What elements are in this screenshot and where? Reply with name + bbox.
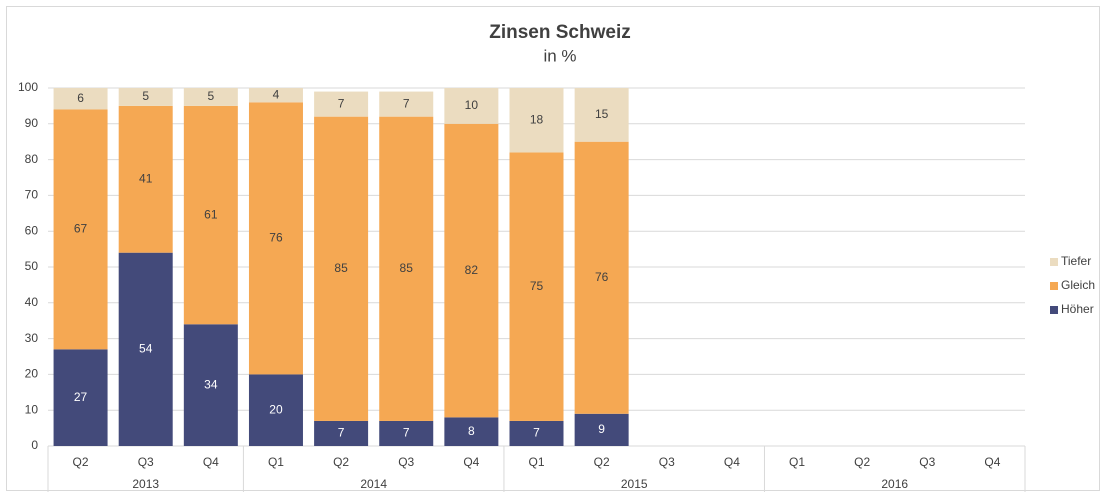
x-tick-label: Q1: [789, 455, 805, 469]
bar-segment: [183, 324, 238, 446]
bar-segment: [53, 109, 108, 350]
bar-segment: [53, 349, 108, 446]
bar-segment: [574, 141, 629, 414]
data-label: 5: [142, 89, 149, 103]
x-group-label: 2016: [881, 477, 908, 491]
x-group-label: 2015: [621, 477, 648, 491]
bar-segment: [509, 88, 564, 153]
bar-segment: [314, 116, 369, 421]
legend-label: Höher: [1061, 302, 1094, 316]
x-group-label: 2013: [132, 477, 159, 491]
y-tick-label: 0: [31, 438, 38, 452]
bar-segment: [379, 116, 434, 421]
bar-segment: [574, 413, 629, 446]
data-label: 8: [468, 424, 475, 438]
data-label: 67: [74, 222, 88, 236]
x-tick-label: Q2: [73, 455, 89, 469]
y-tick-label: 100: [18, 80, 38, 94]
legend-label: Tiefer: [1061, 254, 1091, 268]
legend-swatch: [1050, 282, 1058, 290]
x-tick-label: Q2: [854, 455, 870, 469]
x-tick-label: Q1: [528, 455, 544, 469]
bar-segment: [379, 91, 434, 117]
bar-segment: [314, 91, 369, 117]
data-label: 4: [273, 87, 280, 101]
x-group-label: 2014: [360, 477, 387, 491]
x-tick-label: Q3: [659, 455, 675, 469]
data-label: 18: [530, 112, 544, 126]
x-tick-label: Q4: [724, 455, 740, 469]
bar-segment: [444, 88, 499, 124]
bar-segment: [183, 105, 238, 325]
bar-segment: [248, 102, 303, 375]
chart-subtitle: in %: [543, 46, 576, 65]
y-tick-label: 40: [25, 295, 39, 309]
bar-segment: [53, 88, 108, 110]
bar-segment: [314, 420, 369, 446]
x-tick-label: Q4: [463, 455, 479, 469]
x-tick-label: Q3: [138, 455, 154, 469]
bar-segment: [248, 88, 303, 103]
legend-swatch: [1050, 258, 1058, 266]
x-tick-label: Q4: [984, 455, 1000, 469]
bar-segment: [379, 420, 434, 446]
data-label: 5: [207, 89, 214, 103]
x-tick-label: Q2: [333, 455, 349, 469]
data-label: 85: [334, 261, 348, 275]
x-tick-label: Q3: [919, 455, 935, 469]
y-tick-label: 60: [25, 223, 39, 237]
data-label: 76: [595, 270, 609, 284]
data-label: 20: [269, 402, 283, 416]
bar-segment: [118, 105, 173, 253]
data-label: 76: [269, 231, 283, 245]
legend-swatch: [1050, 306, 1058, 314]
bar-segment: [509, 152, 564, 421]
bar-segment: [118, 252, 173, 446]
bar-segment: [248, 374, 303, 446]
bar-segment: [118, 88, 173, 106]
x-tick-label: Q2: [594, 455, 610, 469]
data-label: 61: [204, 207, 218, 221]
y-tick-label: 70: [25, 188, 39, 202]
legend-label: Gleich: [1061, 278, 1095, 292]
data-label: 7: [533, 426, 540, 440]
data-label: 75: [530, 279, 544, 293]
data-label: 10: [465, 98, 479, 112]
x-tick-label: Q3: [398, 455, 414, 469]
bar-segment: [444, 123, 499, 418]
data-label: 27: [74, 390, 88, 404]
y-tick-label: 50: [25, 259, 39, 273]
data-label: 82: [465, 263, 479, 277]
bar-segment: [574, 88, 629, 142]
chart-title: Zinsen Schweiz: [489, 22, 630, 43]
bar-segment: [509, 420, 564, 446]
x-tick-label: Q4: [203, 455, 219, 469]
data-label: 7: [338, 426, 345, 440]
data-label: 15: [595, 107, 609, 121]
data-label: 85: [400, 261, 414, 275]
data-label: 7: [403, 96, 410, 110]
y-tick-label: 80: [25, 152, 39, 166]
y-tick-label: 30: [25, 331, 39, 345]
data-label: 6: [77, 91, 84, 105]
y-tick-label: 90: [25, 116, 39, 130]
y-tick-label: 10: [25, 402, 39, 416]
data-label: 7: [338, 96, 345, 110]
data-label: 7: [403, 426, 410, 440]
x-tick-label: Q1: [268, 455, 284, 469]
bar-segment: [183, 88, 238, 106]
data-label: 54: [139, 342, 153, 356]
y-tick-label: 20: [25, 367, 39, 381]
data-label: 9: [598, 422, 605, 436]
data-label: 34: [204, 377, 218, 391]
bar-segment: [444, 417, 499, 446]
data-label: 41: [139, 171, 153, 185]
